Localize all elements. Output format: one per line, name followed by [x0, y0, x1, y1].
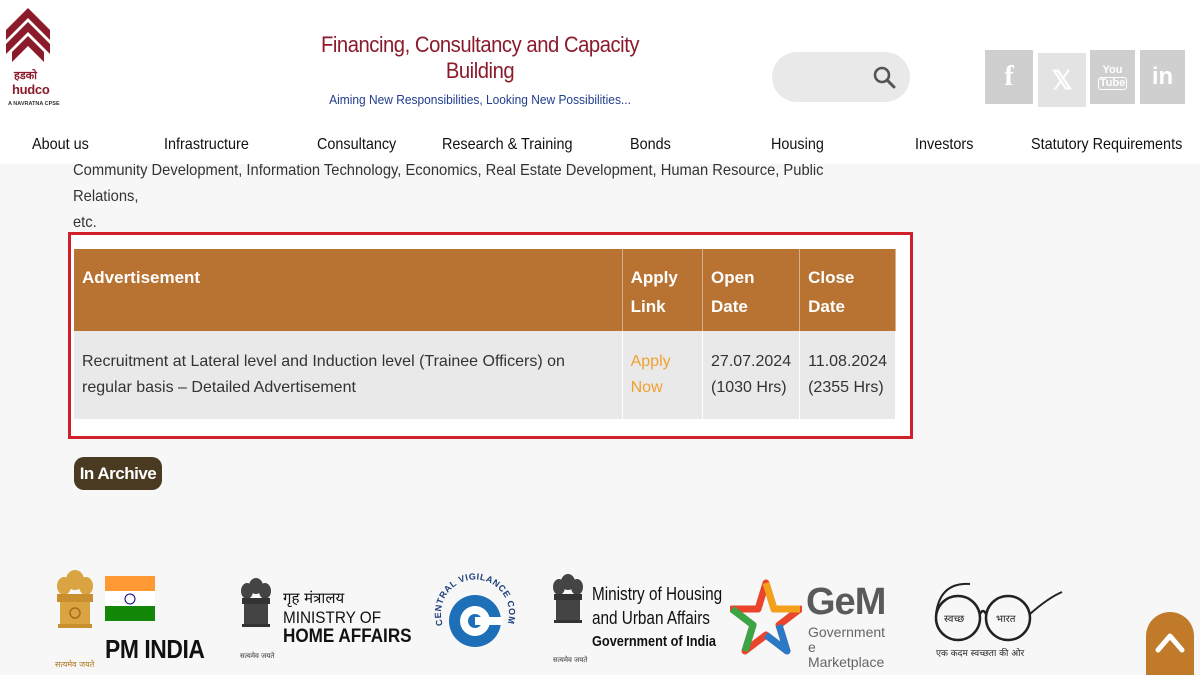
youtube-icon-bottom: Tube — [1097, 76, 1128, 90]
intro-paragraph: Community Development, Information Techn… — [73, 158, 837, 236]
site-title: Financing, Consultancy and Capacity Buil… — [320, 32, 640, 83]
hudco-chevron-icon — [6, 8, 50, 62]
swachh-bharat-logo[interactable]: स्वच्छ भारत एक कदम स्वच्छता की ओर — [930, 578, 1070, 668]
mha-emblem-caption: सत्यमेव जयते — [240, 652, 275, 660]
table-row: Recruitment at Lateral level and Inducti… — [74, 331, 896, 419]
gem-sub-line-2: e Marketplace — [808, 639, 885, 670]
table-header-row: Advertisement Apply Link Open Date Close… — [74, 249, 896, 331]
pm-emblem-caption: सत्यमेव जयते — [55, 660, 95, 669]
search-box[interactable] — [772, 52, 910, 102]
site-header: हडको hudco A NAVRATNA CPSE Financing, Co… — [0, 0, 1200, 120]
apply-now-link[interactable]: Apply Now — [630, 353, 671, 396]
col-header-advertisement: Advertisement — [74, 249, 623, 331]
mha-line-2: HOME AFFAIRS — [283, 626, 412, 647]
advertisement-table: Advertisement Apply Link Open Date Close… — [74, 249, 896, 419]
mohua-emblem-caption: सत्यमेव जयते — [553, 656, 588, 664]
swachh-tagline: एक कदम स्वच्छता की ओर — [936, 649, 1025, 659]
pm-india-text: PM INDIA — [105, 634, 205, 664]
chevron-up-icon — [1155, 633, 1185, 653]
cvc-seal-icon: CENTRAL VIGILANCE COMMISSION — [421, 557, 517, 647]
facebook-icon[interactable]: f — [985, 50, 1033, 104]
swachh-left-text: स्वच्छ — [944, 614, 964, 625]
gandhi-spectacles-icon: स्वच्छ भारत — [934, 582, 1063, 642]
gem-title: GeM — [806, 581, 886, 623]
cell-close-date: 11.08.2024 (2355 Hrs) — [799, 331, 896, 419]
col-header-close-date: Close Date — [799, 249, 896, 331]
gem-subtitle: Government e Marketplace — [808, 625, 890, 670]
nav-item-housing[interactable]: Housing — [771, 136, 824, 153]
partner-logos-strip: सत्यमेव जयते PM INDIA सत्यमेव जयते गृह म… — [0, 557, 1200, 675]
in-archive-button[interactable]: In Archive — [74, 457, 162, 490]
nav-item-infrastructure[interactable]: Infrastructure — [164, 136, 249, 153]
mohua-text: Ministry of Housing and Urban Affairs Go… — [592, 582, 722, 654]
mohua-line-2: and Urban Affairs — [592, 608, 710, 628]
hudco-logo[interactable]: हडको hudco A NAVRATNA CPSE — [6, 8, 60, 108]
mha-line-1: MINISTRY OF — [283, 608, 382, 627]
col-header-open-date: Open Date — [702, 249, 801, 331]
cvc-logo[interactable]: CENTRAL VIGILANCE COMMISSION — [421, 557, 525, 670]
advertisement-highlight-box: Advertisement Apply Link Open Date Close… — [68, 232, 913, 439]
cell-apply-link: Apply Now — [622, 331, 704, 419]
swachh-right-text: भारत — [996, 614, 1016, 625]
mha-hindi-text: गृह मंत्रालय — [283, 589, 345, 607]
main-content: Community Development, Information Techn… — [0, 150, 1200, 675]
intro-line-2: etc. — [73, 214, 97, 231]
logo-brand-text: hudco — [12, 82, 50, 97]
col-header-apply-link: Apply Link — [622, 249, 704, 331]
main-nav: About us Infrastructure Consultancy Rese… — [0, 130, 1200, 164]
linkedin-icon[interactable]: in — [1140, 50, 1185, 104]
ashoka-emblem-icon — [57, 570, 93, 628]
ashoka-emblem-icon — [553, 574, 583, 623]
youtube-icon-top: You — [1102, 63, 1123, 76]
india-flag-icon — [105, 576, 155, 621]
nav-item-investors[interactable]: Investors — [915, 136, 974, 153]
mohua-line-3: Government of India — [592, 633, 716, 650]
site-tagline: Aiming New Responsibilities, Looking New… — [329, 92, 631, 107]
cell-open-date: 27.07.2024 (1030 Hrs) — [702, 331, 801, 419]
gem-sub-line-1: Government — [808, 624, 886, 640]
nav-item-consultancy[interactable]: Consultancy — [317, 136, 397, 153]
back-to-top-button[interactable] — [1146, 612, 1194, 675]
x-twitter-icon[interactable]: 𝕏 — [1038, 53, 1086, 107]
gem-star-icon — [728, 579, 804, 655]
nav-item-bonds[interactable]: Bonds — [630, 136, 671, 153]
title-block: Financing, Consultancy and Capacity Buil… — [280, 32, 680, 107]
cell-advertisement: Recruitment at Lateral level and Inducti… — [74, 331, 623, 419]
logo-tagline: A NAVRATNA CPSE — [8, 101, 60, 107]
ashoka-emblem-icon — [241, 578, 271, 627]
gem-logo[interactable]: GeM Government e Marketplace — [728, 575, 890, 670]
nav-item-research-training[interactable]: Research & Training — [442, 136, 573, 153]
search-icon[interactable] — [872, 65, 896, 89]
logo-hindi-text: हडको — [14, 69, 38, 82]
intro-line-1: Community Development, Information Techn… — [73, 162, 824, 205]
nav-item-about-us[interactable]: About us — [32, 136, 89, 153]
youtube-icon[interactable]: You Tube — [1090, 50, 1135, 104]
nav-item-statutory-requirements[interactable]: Statutory Requirements — [1031, 136, 1183, 153]
mohua-line-1: Ministry of Housing — [592, 584, 723, 604]
